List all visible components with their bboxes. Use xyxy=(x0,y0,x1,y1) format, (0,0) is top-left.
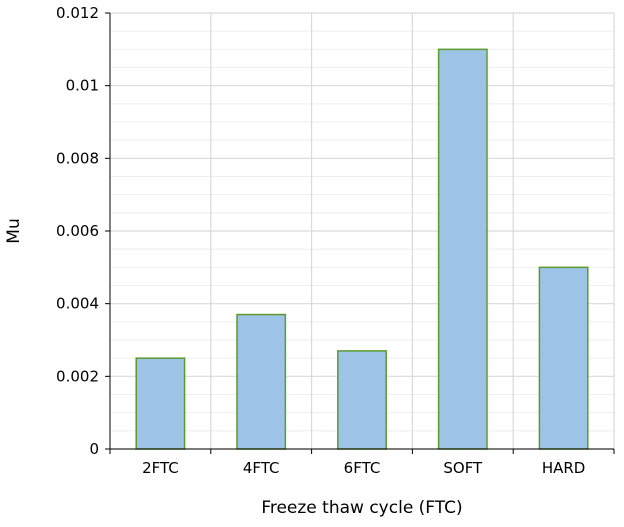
bars xyxy=(109,48,615,454)
y-tick-label: 0.002 xyxy=(56,367,99,385)
bar-soft xyxy=(437,48,488,450)
y-tick-label: 0.012 xyxy=(56,4,99,22)
x-tick-label: HARD xyxy=(542,459,586,477)
x-tick-label: 2FTC xyxy=(142,459,179,477)
gridlines xyxy=(105,12,615,450)
x-tick-label: 4FTC xyxy=(243,459,280,477)
y-tick-label: 0.01 xyxy=(66,77,99,95)
bar-6ftc xyxy=(337,350,387,450)
x-axis-title: Freeze thaw cycle (FTC) xyxy=(261,498,462,518)
y-axis-title: Mu xyxy=(4,218,24,243)
y-tick-label: 0.006 xyxy=(56,222,99,240)
y-tick-label: 0 xyxy=(89,440,99,458)
y-tick-label: 0.008 xyxy=(56,149,99,167)
y-tick-label: 0.004 xyxy=(56,295,99,313)
bar-hard xyxy=(538,266,589,450)
x-tick-label: SOFT xyxy=(443,459,483,477)
bar-2ftc xyxy=(135,357,186,450)
bar-4ftc xyxy=(236,313,287,450)
axes xyxy=(109,13,614,450)
x-tick-label: 6FTC xyxy=(344,459,381,477)
x-tick-labels: 2FTC 4FTC 6FTC SOFT HARD xyxy=(142,459,585,477)
y-tick-labels: 0 0.002 0.004 0.006 0.008 0.01 0.012 xyxy=(56,4,99,458)
